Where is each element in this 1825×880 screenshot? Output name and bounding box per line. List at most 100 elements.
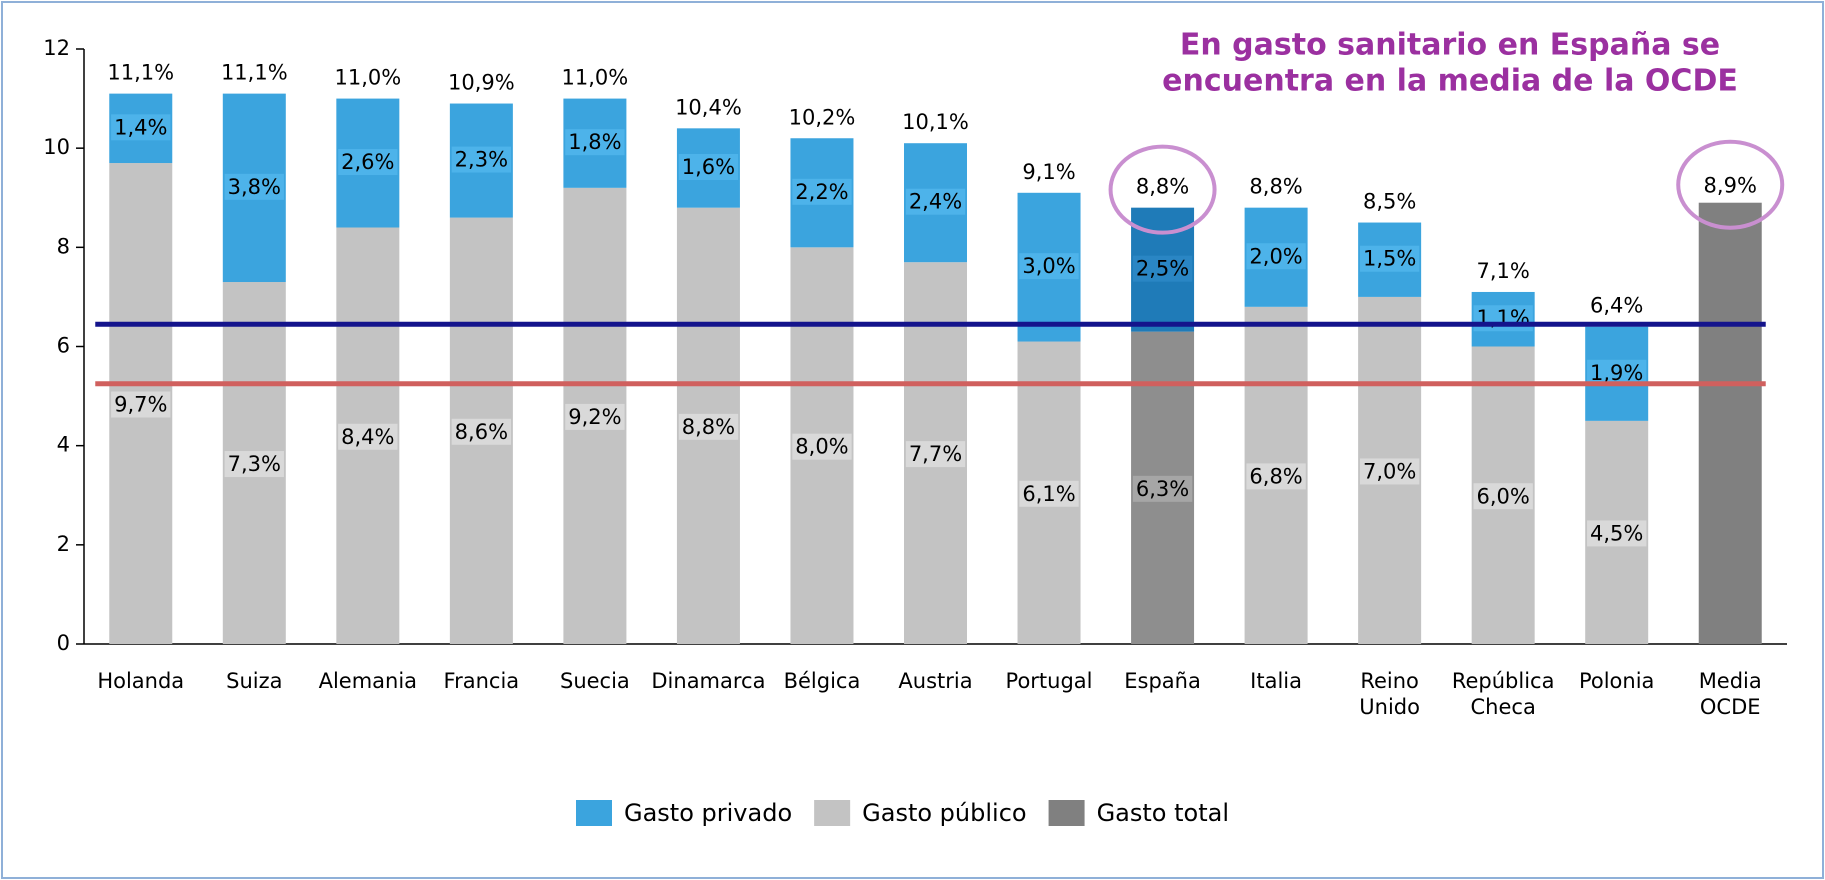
public-label-bg [678, 413, 739, 440]
total-label: 11,0% [334, 66, 401, 90]
private-label: 1,5% [1363, 247, 1416, 271]
x-tick-label: Suiza [226, 669, 282, 693]
highlight-ring [1108, 144, 1217, 235]
x-tick-label: Suecia [560, 669, 630, 693]
public-label-bg [792, 433, 852, 460]
public-label-group: 7,7% [905, 441, 966, 468]
x-tick-label-line: Reino [1360, 669, 1419, 693]
public-label: 8,8% [682, 415, 735, 439]
y-tick-label: 4 [57, 433, 70, 457]
private-label: 2,5% [1136, 257, 1189, 281]
public-label-group: 6,3% [1132, 475, 1193, 502]
private-label-bg [1246, 243, 1306, 270]
total-label: 10,2% [789, 105, 856, 129]
private-label-group: 1,8% [565, 129, 625, 156]
public-label: 7,7% [909, 442, 962, 466]
private-label-group: 2,2% [792, 178, 852, 205]
x-tick-label: Bélgica [784, 669, 861, 693]
y-tick-label: 12 [43, 36, 70, 60]
bar [1698, 202, 1762, 645]
private-label: 2,0% [1249, 244, 1302, 268]
private-label-bg [1019, 253, 1079, 280]
y-tick-label: 8 [57, 234, 70, 258]
private-label: 3,8% [228, 175, 281, 199]
private-label: 2,3% [455, 148, 508, 172]
public-label: 6,8% [1249, 464, 1302, 488]
total-label: 11,1% [221, 61, 288, 85]
total-label: 10,9% [448, 71, 515, 95]
public-label-group: 8,6% [451, 418, 512, 445]
x-tick-label: Dinamarca [651, 669, 765, 693]
public-label-bg [224, 451, 284, 478]
private-label-group: 1,5% [1359, 245, 1420, 272]
public-label-group: 6,8% [1246, 463, 1306, 490]
x-tick-label: Francia [444, 669, 520, 693]
public-label-group: 6,0% [1473, 483, 1533, 510]
public-label: 8,4% [341, 425, 394, 449]
private-label: 1,6% [682, 155, 735, 179]
x-tick-label-line: OCDE [1700, 695, 1761, 719]
total-label: 8,8% [1136, 175, 1189, 199]
private-label-group: 1,4% [111, 114, 171, 141]
private-label: 1,4% [114, 115, 167, 139]
x-tick-label: Austria [898, 669, 972, 693]
legend-swatch [814, 800, 851, 826]
private-label: 1,9% [1590, 361, 1643, 385]
public-label-bg [338, 423, 398, 450]
public-label-group: 6,1% [1019, 480, 1079, 507]
private-label: 2,4% [909, 190, 962, 214]
x-tick-label: Portugal [1006, 669, 1093, 693]
public-label: 6,0% [1476, 484, 1529, 508]
y-tick-label: 10 [43, 135, 70, 159]
x-tick-label: España [1124, 669, 1201, 693]
public-label: 8,0% [795, 435, 848, 459]
x-tick-label: Polonia [1579, 669, 1654, 693]
public-label-bg [111, 391, 171, 418]
legend-swatch [576, 800, 612, 826]
private-label: 2,6% [341, 150, 394, 174]
public-label-bg [1359, 458, 1420, 485]
private-label: 1,8% [568, 130, 621, 154]
public-label-bg [451, 418, 512, 445]
private-label-bg [678, 154, 739, 180]
private-label: 2,2% [795, 180, 848, 204]
private-label-bg [451, 146, 512, 173]
public-label-group: 7,3% [224, 451, 284, 478]
private-label-bg [224, 173, 284, 200]
x-tick-label: Holanda [97, 669, 184, 693]
public-label-group: 4,5% [1587, 520, 1647, 547]
public-label-bg [1246, 463, 1306, 490]
public-label-bg [565, 403, 625, 430]
private-label-bg [1473, 305, 1533, 332]
x-tick-label-line: Unido [1359, 695, 1420, 719]
highlight-ring [1676, 139, 1785, 230]
public-label-bg [1019, 480, 1079, 507]
private-label-group: 2,5% [1132, 255, 1193, 282]
x-tick-label: República Checa [1452, 669, 1555, 719]
y-tick-label: 2 [57, 532, 70, 556]
x-tick-label: Reino Unido [1359, 669, 1420, 719]
total-label: 6,4% [1590, 294, 1643, 318]
public-label-group: 9,7% [111, 391, 171, 418]
total-label: 10,1% [902, 110, 969, 134]
public-label-group: 8,4% [338, 423, 398, 450]
private-label-group: 2,0% [1246, 243, 1306, 270]
legend-swatch [1048, 800, 1085, 826]
annotation: En gasto sanitario en España se [1180, 28, 1720, 63]
public-label-bg [1473, 483, 1533, 510]
public-label-bg [1587, 520, 1647, 547]
public-label-group: 9,2% [565, 403, 625, 430]
private-label-bg [905, 188, 966, 215]
total-label: 9,1% [1022, 160, 1075, 184]
public-label: 9,2% [568, 405, 621, 429]
x-tick-label: Italia [1250, 669, 1302, 693]
public-label: 4,5% [1590, 521, 1643, 545]
public-label-bg [1132, 475, 1193, 502]
legend-label: Gasto público [862, 799, 1026, 827]
annotation: encuentra en la media de la OCDE [1162, 64, 1738, 99]
public-label-group: 8,0% [792, 433, 852, 460]
private-label-bg [1132, 255, 1193, 282]
private-label-group: 3,0% [1019, 253, 1079, 280]
public-label: 8,6% [455, 420, 508, 444]
